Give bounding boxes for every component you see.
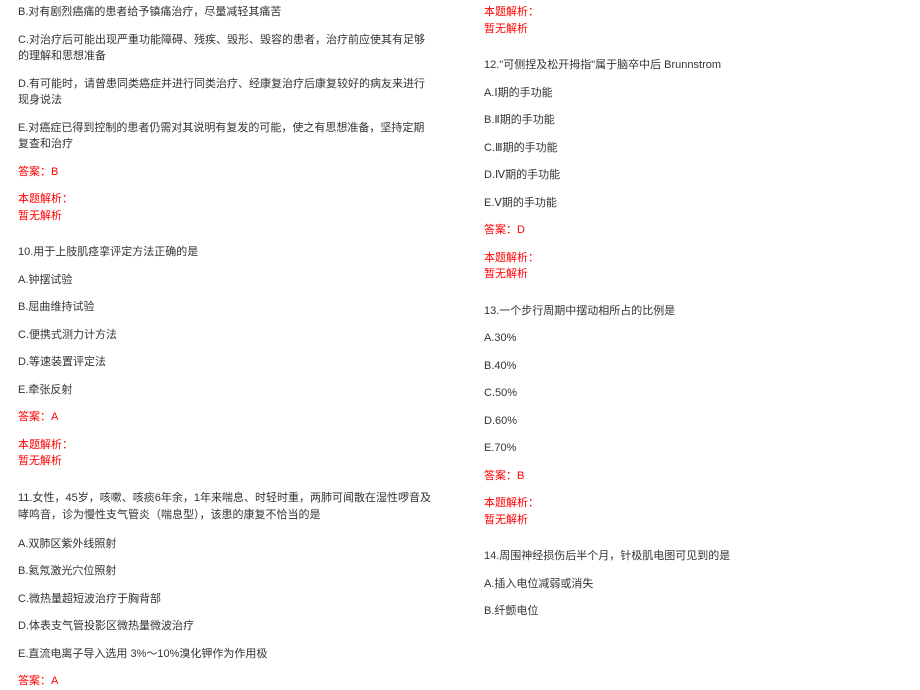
- analysis-none: 暂无解析: [484, 266, 900, 283]
- q12-option-b: B.Ⅱ期的手功能: [484, 112, 900, 129]
- q9-option-e: E.对癌症已得到控制的患者仍需对其说明有复发的可能，使之有思想准备，坚持定期复查…: [18, 120, 434, 153]
- q10-option-e: E.牵张反射: [18, 382, 434, 399]
- q10-analysis-block: 本题解析： 暂无解析: [18, 437, 434, 470]
- q11-option-d: D.体表支气管投影区微热量微波治疗: [18, 618, 434, 635]
- q13-option-a: A.30%: [484, 330, 900, 347]
- q11-option-c: C.微热量超短波治疗于胸背部: [18, 591, 434, 608]
- analysis-none: 暂无解析: [18, 453, 434, 470]
- q13-option-b: B.40%: [484, 358, 900, 375]
- q13-analysis-block: 本题解析： 暂无解析: [484, 495, 900, 528]
- q10-option-c: C.便携式测力计方法: [18, 327, 434, 344]
- q9-option-c: C.对治疗后可能出现严重功能障碍、残疾、毁形、毁容的患者，治疗前应使其有足够的理…: [18, 32, 434, 65]
- analysis-none: 暂无解析: [18, 208, 434, 225]
- q13-title: 13.一个步行周期中摆动相所占的比例是: [484, 303, 900, 320]
- q13-option-e: E.70%: [484, 440, 900, 457]
- q12-analysis-block: 本题解析： 暂无解析: [484, 250, 900, 283]
- q11-option-a: A.双肺区紫外线照射: [18, 536, 434, 553]
- q10-option-b: B.屈曲维持试验: [18, 299, 434, 316]
- q13-option-d: D.60%: [484, 413, 900, 430]
- q10-option-a: A.钟摆试验: [18, 272, 434, 289]
- q12-answer: 答案：D: [484, 222, 900, 239]
- q9-analysis-block: 本题解析： 暂无解析: [18, 191, 434, 224]
- q12-title: 12."可侧捏及松开拇指"属于脑卒中后 Brunnstrom: [484, 57, 900, 74]
- q13-answer: 答案：B: [484, 468, 900, 485]
- analysis-label: 本题解析：: [18, 191, 434, 208]
- q10-answer: 答案：A: [18, 409, 434, 426]
- q11-title: 11.女性，45岁，咳嗽、咳痰6年余，1年来喘息、时轻时重，两肺可闻散在湿性啰音…: [18, 490, 434, 525]
- q9-option-b: B.对有剧烈癌痛的患者给予镇痛治疗，尽量减轻其痛苦: [18, 4, 434, 21]
- analysis-label: 本题解析：: [484, 495, 900, 512]
- q14-option-b: B.纤颤电位: [484, 603, 900, 620]
- q11-analysis-block: 本题解析： 暂无解析: [484, 4, 900, 37]
- q11-answer: 答案：A: [18, 673, 434, 690]
- exam-page: B.对有剧烈癌痛的患者给予镇痛治疗，尽量减轻其痛苦 C.对治疗后可能出现严重功能…: [0, 0, 920, 651]
- q9-option-d: D.有可能时，请曾患同类癌症并进行同类治疗、经康复治疗后康复较好的病友来进行现身…: [18, 76, 434, 109]
- q9-answer: 答案：B: [18, 164, 434, 181]
- analysis-none: 暂无解析: [484, 21, 900, 38]
- analysis-label: 本题解析：: [484, 250, 900, 267]
- q12-option-d: D.Ⅳ期的手功能: [484, 167, 900, 184]
- q12-option-c: C.Ⅲ期的手功能: [484, 140, 900, 157]
- q13-option-c: C.50%: [484, 385, 900, 402]
- analysis-label: 本题解析：: [18, 437, 434, 454]
- q10-title: 10.用于上肢肌痉挛评定方法正确的是: [18, 244, 434, 261]
- right-column: 本题解析： 暂无解析 12."可侧捏及松开拇指"属于脑卒中后 Brunnstro…: [464, 0, 920, 651]
- q14-title: 14.周围神经损伤后半个月，针极肌电图可见到的是: [484, 548, 900, 565]
- q11-option-e: E.直流电离子导入选用 3%～10%溴化钾作为作用极: [18, 646, 434, 663]
- analysis-none: 暂无解析: [484, 512, 900, 529]
- q12-option-a: A.Ⅰ期的手功能: [484, 85, 900, 102]
- analysis-label: 本题解析：: [484, 4, 900, 21]
- q12-option-e: E.Ⅴ期的手功能: [484, 195, 900, 212]
- q10-option-d: D.等速装置评定法: [18, 354, 434, 371]
- left-column: B.对有剧烈癌痛的患者给予镇痛治疗，尽量减轻其痛苦 C.对治疗后可能出现严重功能…: [0, 0, 464, 651]
- q14-option-a: A.插入电位减弱或消失: [484, 576, 900, 593]
- q11-option-b: B.氦氖激光穴位照射: [18, 563, 434, 580]
